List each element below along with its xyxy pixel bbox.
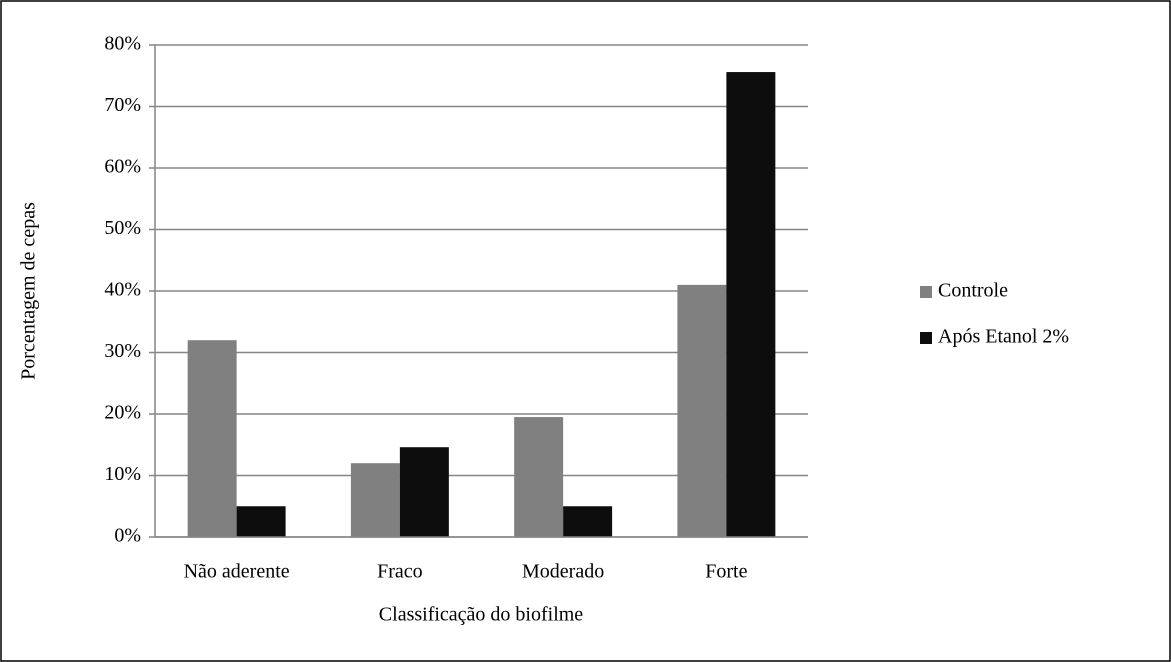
y-tick-label: 60% bbox=[104, 156, 141, 178]
y-tick-label: 10% bbox=[104, 463, 141, 485]
x-axis-label: Classificação do biofilme bbox=[379, 604, 584, 626]
legend-label: Controle bbox=[938, 280, 1008, 302]
x-tick-label: Forte bbox=[705, 561, 747, 583]
y-tick-label: 0% bbox=[114, 525, 141, 547]
x-tick-label: Não aderente bbox=[184, 561, 290, 583]
x-tick-label: Moderado bbox=[522, 561, 604, 583]
y-tick-label: 50% bbox=[104, 217, 141, 239]
bar bbox=[187, 340, 237, 537]
bar bbox=[514, 417, 564, 537]
bar bbox=[350, 463, 400, 537]
y-tick-label: 70% bbox=[104, 94, 141, 116]
bar bbox=[726, 72, 776, 537]
y-tick-label: 20% bbox=[104, 402, 141, 424]
y-tick-label: 80% bbox=[104, 33, 141, 55]
legend-swatch bbox=[920, 332, 932, 344]
bar bbox=[236, 506, 286, 537]
legend-swatch bbox=[920, 286, 932, 298]
y-tick-label: 30% bbox=[104, 340, 141, 362]
x-tick-label: Fraco bbox=[377, 561, 423, 583]
bar bbox=[399, 447, 449, 537]
bar bbox=[563, 506, 613, 537]
legend-label: Após Etanol 2% bbox=[938, 326, 1069, 348]
y-axis-label: Porcentagem de cepas bbox=[18, 202, 40, 380]
bar bbox=[677, 284, 727, 537]
y-tick-label: 40% bbox=[104, 279, 141, 301]
